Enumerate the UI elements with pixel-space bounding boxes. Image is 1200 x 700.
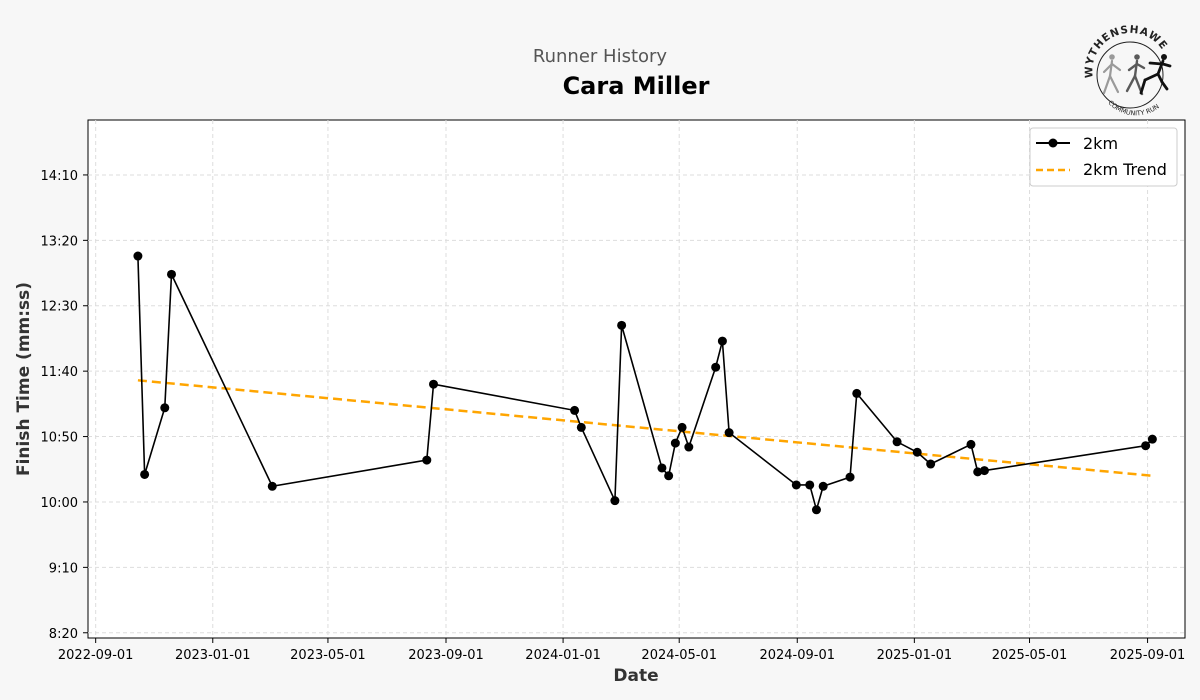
data-point bbox=[973, 467, 983, 477]
logo-ring bbox=[1096, 41, 1164, 109]
data-point bbox=[267, 481, 277, 491]
runner-figure-light bbox=[1102, 54, 1122, 95]
y-axis-label: Finish Time (mm:ss) bbox=[14, 282, 34, 476]
x-tick-label: 2025-01-01 bbox=[877, 648, 953, 663]
data-point bbox=[610, 496, 620, 506]
data-point bbox=[818, 481, 828, 491]
data-point bbox=[664, 471, 674, 481]
y-tick-label: 10:00 bbox=[41, 496, 78, 511]
chart-title: Cara Miller bbox=[562, 72, 710, 100]
data-point bbox=[140, 469, 150, 479]
legend-label-trend: 2km Trend bbox=[1083, 160, 1167, 179]
legend-marker-2km bbox=[1048, 138, 1058, 148]
data-point bbox=[133, 251, 143, 261]
data-point bbox=[1147, 434, 1157, 444]
main-series bbox=[133, 251, 1157, 515]
data-point bbox=[852, 388, 862, 398]
data-point bbox=[979, 466, 989, 476]
data-point bbox=[677, 422, 687, 432]
y-tick-label: 12:30 bbox=[41, 300, 78, 315]
x-tick-label: 2023-05-01 bbox=[290, 648, 366, 663]
trend-line bbox=[137, 379, 1153, 478]
data-point bbox=[1141, 441, 1151, 451]
legend: 2km 2km Trend bbox=[1029, 127, 1178, 187]
x-tick-label: 2023-09-01 bbox=[408, 648, 484, 663]
trend-series bbox=[137, 379, 1153, 478]
y-tick-label: 9:10 bbox=[49, 561, 78, 576]
grid bbox=[88, 120, 1185, 638]
data-point bbox=[422, 455, 432, 465]
y-tick-label: 14:10 bbox=[41, 169, 78, 184]
data-point bbox=[570, 405, 580, 415]
chart-subtitle: Runner History bbox=[532, 46, 668, 67]
x-tick-label: 2025-09-01 bbox=[1110, 648, 1186, 663]
logo: WYTHENSHAWE COMMUNITY RUN bbox=[1083, 24, 1172, 118]
x-axis: 2022-09-01 2023-01-01 2023-05-01 2023-09-01… bbox=[58, 638, 1185, 663]
data-point bbox=[684, 442, 694, 452]
x-tick-label: 2024-01-01 bbox=[525, 648, 601, 663]
x-axis-label: Date bbox=[613, 666, 658, 686]
x-tick-label: 2022-09-01 bbox=[58, 648, 134, 663]
logo-text-top: WYTHENSHAWE bbox=[1083, 24, 1170, 79]
data-point bbox=[892, 437, 902, 447]
x-tick-label: 2025-05-01 bbox=[992, 648, 1068, 663]
data-point bbox=[926, 459, 936, 469]
data-point bbox=[429, 379, 439, 389]
data-point bbox=[670, 438, 680, 448]
legend-label-2km: 2km bbox=[1083, 134, 1118, 153]
y-tick-label: 13:20 bbox=[41, 234, 78, 249]
data-point bbox=[791, 480, 801, 490]
y-axis: 8:20 9:10 10:00 10:50 11:40 12:30 13:20 14:10 bbox=[41, 169, 88, 642]
y-tick-label: 10:50 bbox=[41, 431, 78, 446]
data-point bbox=[711, 362, 721, 372]
data-point bbox=[724, 428, 734, 438]
runner-figure-mid bbox=[1125, 54, 1146, 96]
x-tick-label: 2024-05-01 bbox=[641, 648, 717, 663]
data-point bbox=[576, 422, 586, 432]
data-point bbox=[805, 480, 815, 490]
x-tick-label: 2024-09-01 bbox=[759, 648, 835, 663]
y-tick-label: 8:20 bbox=[49, 627, 78, 642]
data-point bbox=[912, 447, 922, 457]
data-point bbox=[617, 320, 627, 330]
data-point bbox=[160, 403, 170, 413]
data-point bbox=[166, 269, 176, 279]
data-point bbox=[811, 505, 821, 515]
data-point bbox=[657, 463, 667, 473]
x-tick-label: 2023-01-01 bbox=[175, 648, 251, 663]
data-point bbox=[966, 439, 976, 449]
y-tick-label: 11:40 bbox=[41, 365, 78, 380]
data-point bbox=[717, 336, 727, 346]
runner-figure-dark bbox=[1139, 54, 1172, 95]
data-point bbox=[845, 472, 855, 482]
